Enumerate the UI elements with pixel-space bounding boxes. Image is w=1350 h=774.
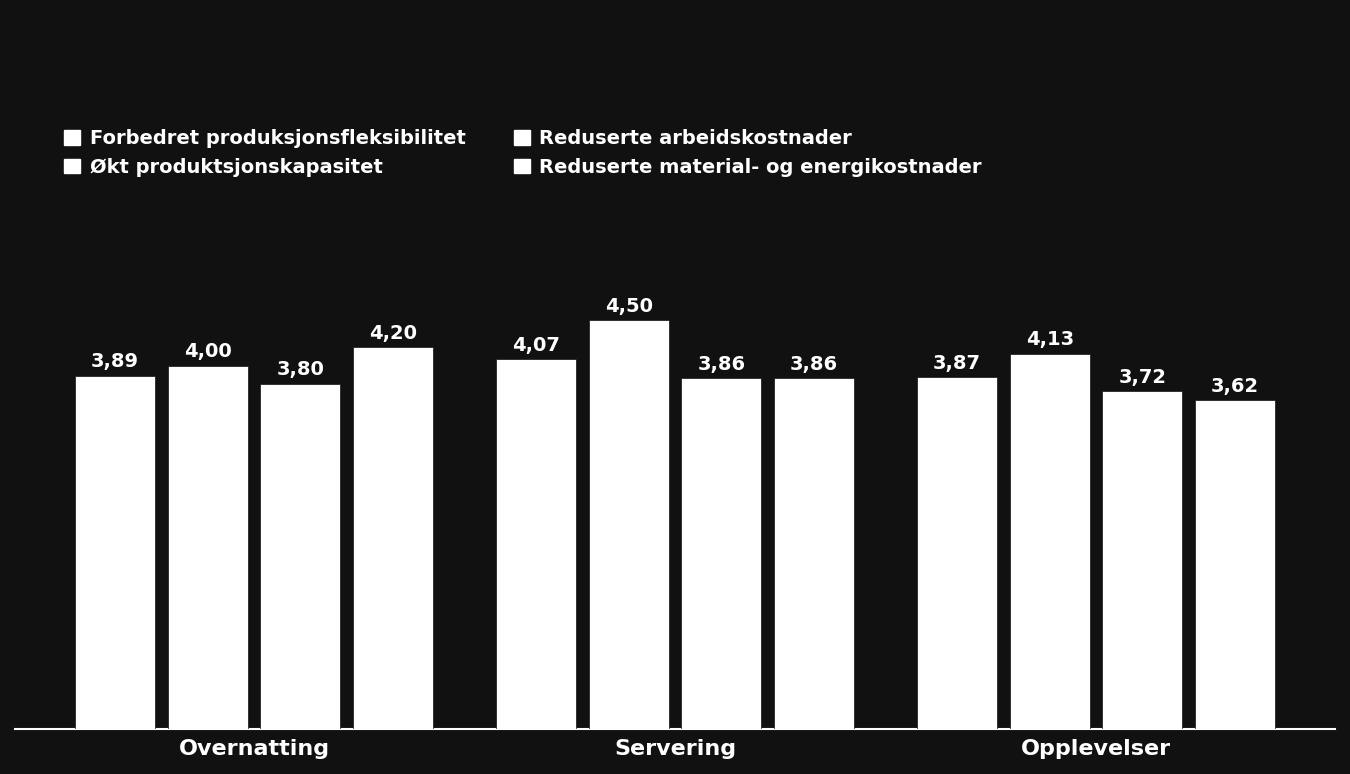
Text: 4,50: 4,50 bbox=[605, 296, 652, 316]
Text: 3,87: 3,87 bbox=[933, 354, 981, 373]
Bar bbox=[917, 378, 998, 729]
Bar bbox=[682, 378, 761, 729]
Text: 4,07: 4,07 bbox=[512, 336, 560, 354]
Text: 3,72: 3,72 bbox=[1118, 368, 1166, 386]
Bar bbox=[1195, 400, 1274, 729]
Text: 4,13: 4,13 bbox=[1026, 330, 1073, 349]
Bar bbox=[1010, 354, 1089, 729]
Text: 4,20: 4,20 bbox=[369, 324, 417, 343]
Bar bbox=[774, 378, 855, 729]
Text: 3,62: 3,62 bbox=[1211, 377, 1260, 396]
Text: 3,86: 3,86 bbox=[697, 354, 745, 374]
Bar bbox=[76, 375, 155, 729]
Text: 3,86: 3,86 bbox=[790, 354, 838, 374]
Bar bbox=[352, 348, 433, 729]
Bar bbox=[1103, 391, 1183, 729]
Bar bbox=[261, 384, 340, 729]
Text: 3,89: 3,89 bbox=[90, 352, 139, 371]
Text: 4,00: 4,00 bbox=[184, 342, 231, 361]
Bar bbox=[167, 365, 247, 729]
Bar bbox=[495, 359, 576, 729]
Legend: Forbedret produksjonsfleksibilitet, Økt produktsjonskapasitet, Reduserte arbeids: Forbedret produksjonsfleksibilitet, Økt … bbox=[65, 129, 981, 176]
Text: 3,80: 3,80 bbox=[277, 360, 324, 379]
Bar bbox=[589, 320, 668, 729]
